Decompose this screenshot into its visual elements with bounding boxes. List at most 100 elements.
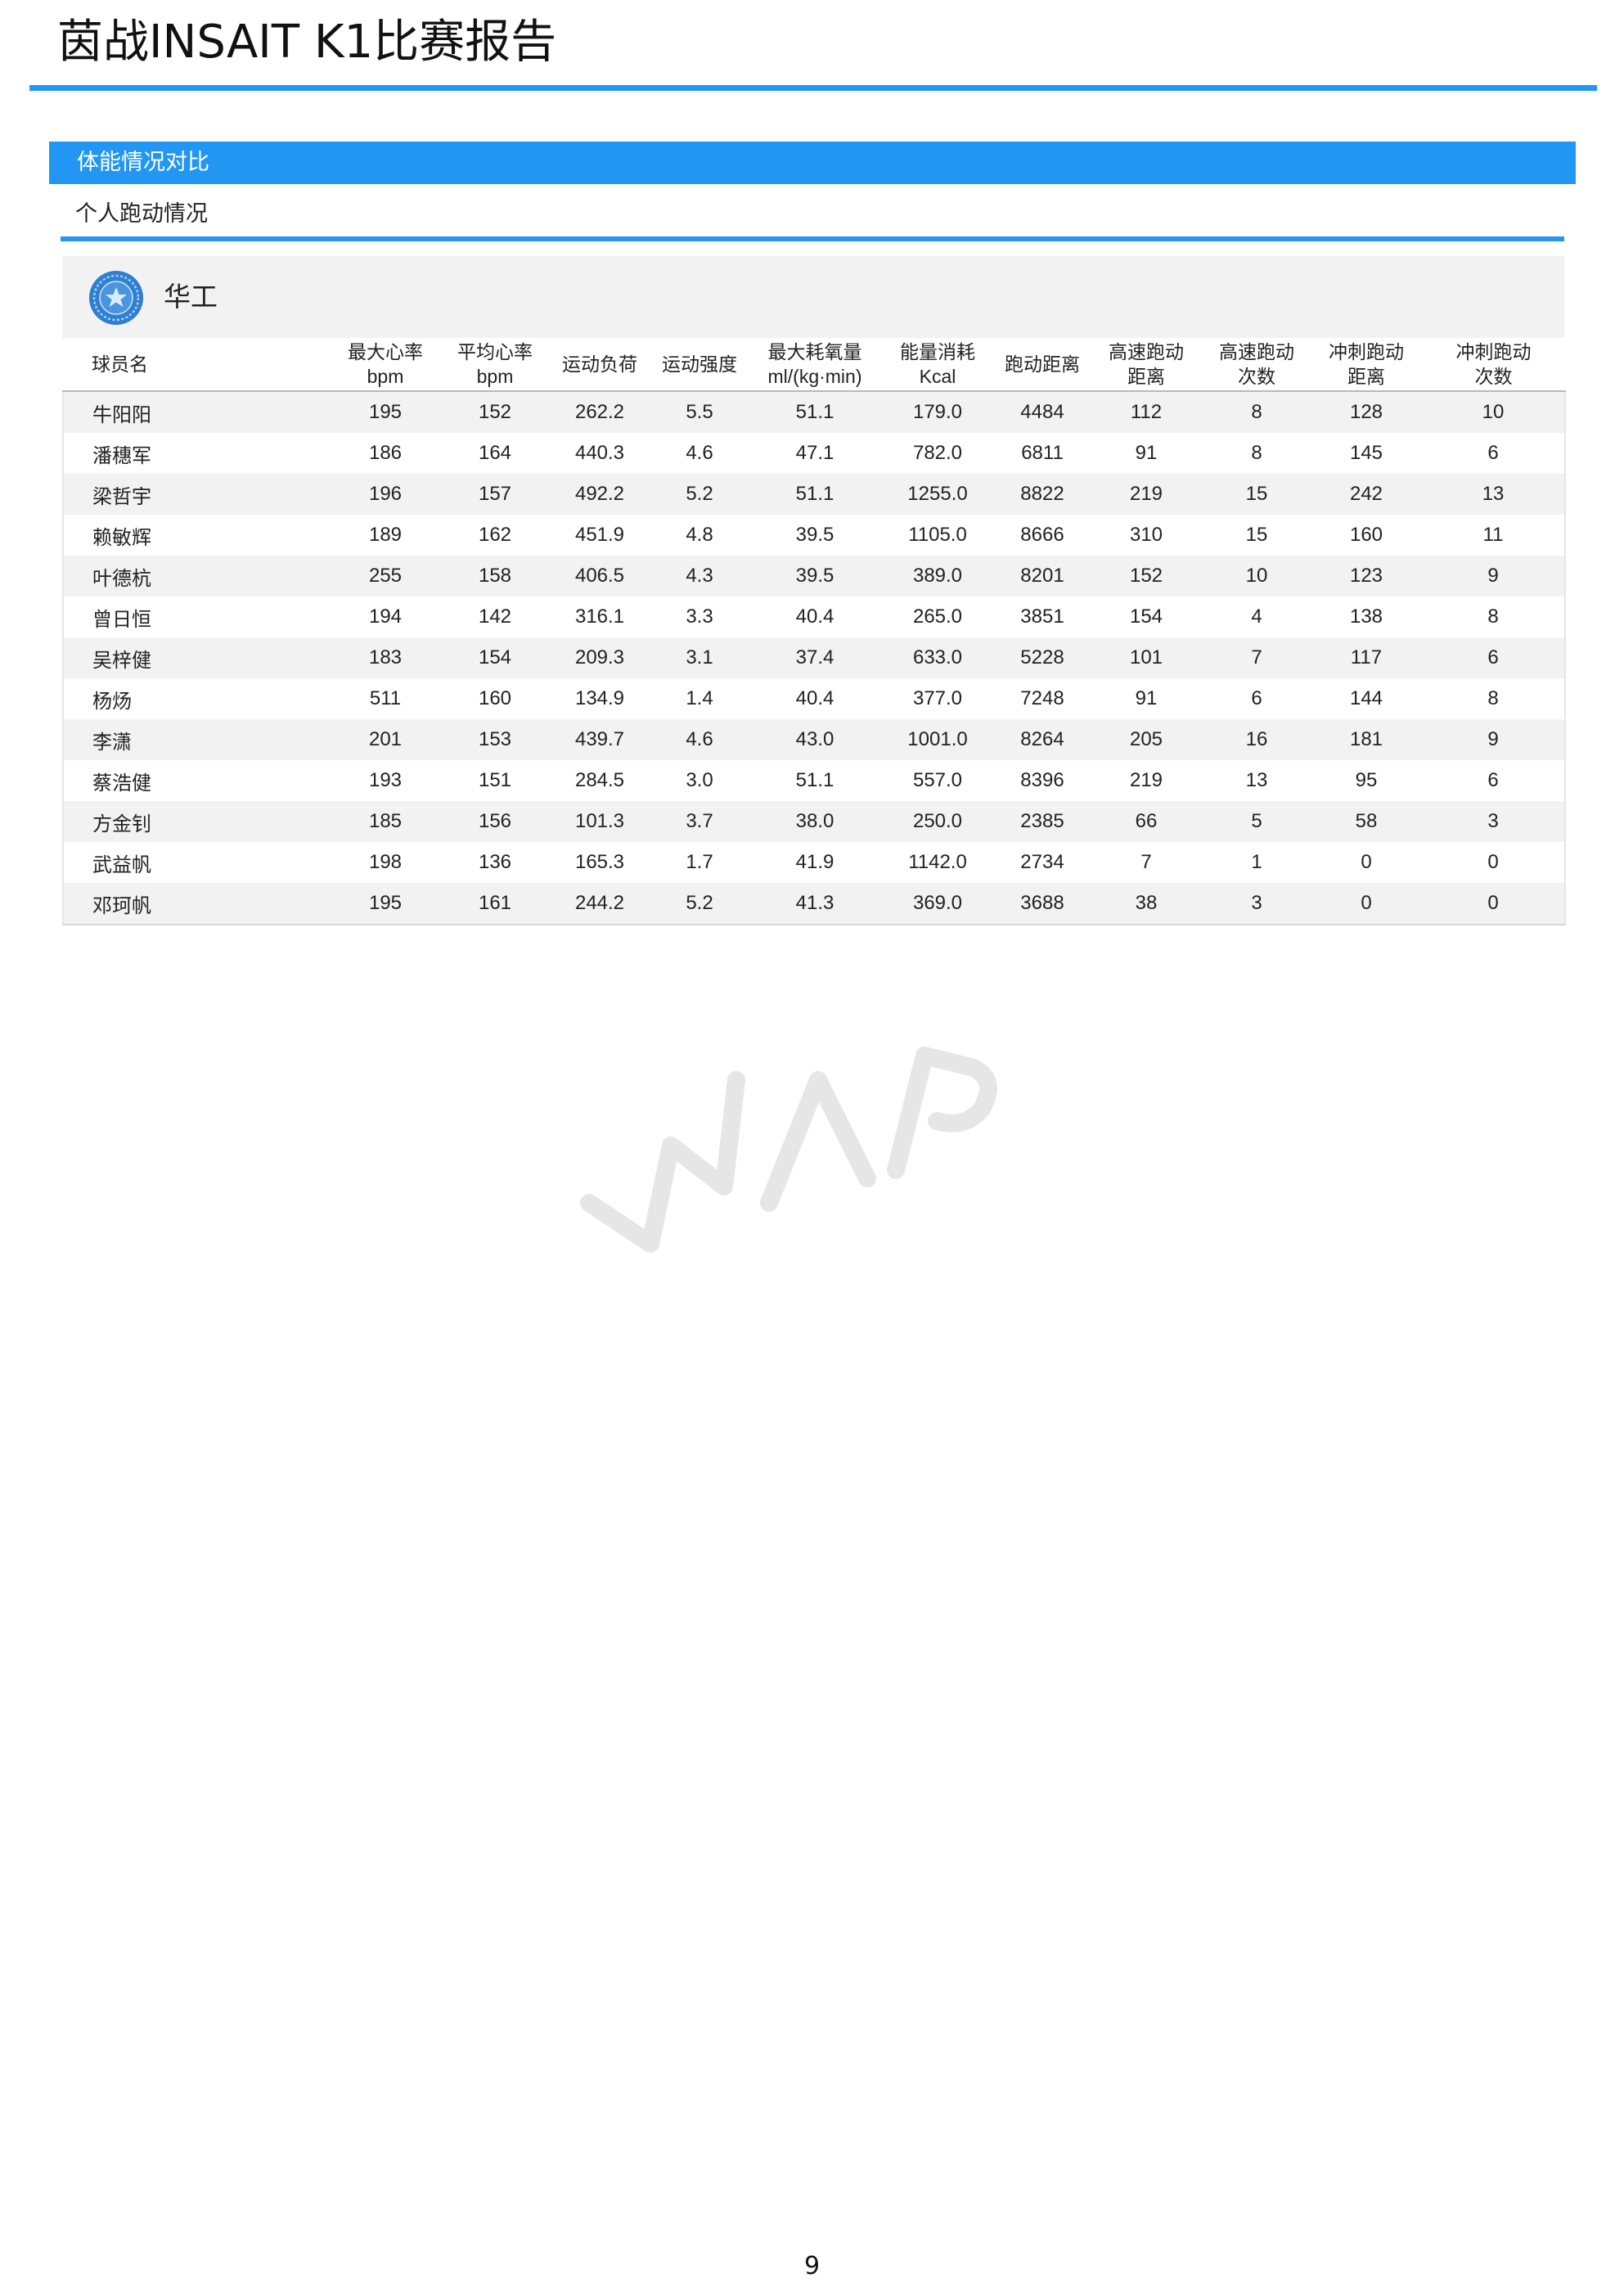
column-header-line: 能量消耗 xyxy=(900,341,975,362)
table-header-row: 球员名 最大心率 bpm 平均心率 bpm 运动负荷 运动强度 最大耗氧量 ml/(kg·min… xyxy=(63,338,1565,392)
section-title: 体能情况对比 xyxy=(77,150,209,175)
column-header-line: 距离 xyxy=(1127,366,1165,387)
column-header: 最大耗氧量 ml/(kg·min) xyxy=(749,338,880,392)
column-header-line: 次数 xyxy=(1474,366,1513,387)
stat-cell: 205 xyxy=(1090,719,1203,760)
subsection-title: 个人跑动情况 xyxy=(75,201,208,227)
stat-cell: 5.5 xyxy=(650,391,749,433)
stat-cell: 51.1 xyxy=(749,391,880,433)
stat-cell: 39.5 xyxy=(795,524,834,546)
column-header: 最大心率 bpm xyxy=(331,338,440,392)
table-row: 武益帆 198 136 165.3 1.7 41.9 1142.0 2734 7 1 0 0 xyxy=(62,842,1566,883)
stat-cell: 377.0 xyxy=(912,687,963,709)
column-header: 运动负荷 xyxy=(550,338,650,392)
stat-cell: 201 xyxy=(331,719,440,760)
stat-cell: 8 xyxy=(1422,678,1566,719)
stat-cell: 2734 xyxy=(1020,851,1064,873)
player-name-cell: 杨炀 xyxy=(62,678,331,719)
stat-cell: 3.0 xyxy=(686,769,713,791)
table-row: 曾日恒 194 142 316.1 3.3 40.4 265.0 3851 154 4 138 8 xyxy=(62,597,1566,637)
stat-cell: 3688 xyxy=(995,883,1090,925)
stat-cell: 128 xyxy=(1311,391,1422,433)
stat-cell: 195 xyxy=(331,391,440,433)
stat-cell: 38 xyxy=(1090,883,1203,925)
stat-cell: 91 xyxy=(1135,442,1158,464)
stat-cell: 4 xyxy=(1251,606,1262,628)
stat-cell: 154 xyxy=(440,637,550,678)
stat-cell: 1255.0 xyxy=(880,474,995,515)
column-header-line: 次数 xyxy=(1238,366,1275,387)
stat-cell: 1001.0 xyxy=(880,719,995,760)
stat-cell: 0 xyxy=(1422,883,1566,925)
table-row: 赖敏辉 189 162 451.9 4.8 39.5 1105.0 8666 310 15 160 1… xyxy=(62,515,1566,556)
player-stats-table: 球员名 最大心率 bpm 平均心率 bpm 运动负荷 运动强度 最大耗氧量 ml/(kg·min… xyxy=(62,338,1566,925)
stat-cell: 10 xyxy=(1422,391,1566,433)
column-header-line: 距离 xyxy=(1347,366,1385,387)
stat-cell: 2385 xyxy=(995,801,1090,842)
stat-cell: 112 xyxy=(1090,391,1203,433)
column-header: 冲刺跑动 次数 xyxy=(1422,338,1565,392)
stat-cell: 4.6 xyxy=(650,719,749,760)
table-row: 梁哲宇 196 157 492.2 5.2 51.1 1255.0 8822 219 15 242 1… xyxy=(62,474,1566,515)
team-header: 华工 xyxy=(62,256,1564,338)
table-row: 邓珂帆 195 161 244.2 5.2 41.3 369.0 3688 38 3 0 0 xyxy=(62,883,1566,925)
stat-cell: 142 xyxy=(478,606,512,628)
section-header-bar: 体能情况对比 xyxy=(49,142,1576,184)
column-header-line: 跑动距离 xyxy=(1005,353,1080,375)
table-row: 叶德杭 255 158 406.5 4.3 39.5 389.0 8201 152 10 123 9 xyxy=(62,556,1566,597)
stat-cell: 183 xyxy=(331,637,440,678)
stat-cell: 181 xyxy=(1311,719,1422,760)
stat-cell: 13 xyxy=(1245,769,1268,791)
stat-cell: 8 xyxy=(1422,597,1566,637)
stat-cell: 3.1 xyxy=(650,637,749,678)
stat-cell: 152 xyxy=(1090,556,1203,597)
stat-cell: 144 xyxy=(1349,687,1383,709)
stat-cell: 13 xyxy=(1422,474,1566,515)
stat-cell: 3.3 xyxy=(686,606,713,628)
player-name-cell: 方金钊 xyxy=(62,801,331,842)
stat-cell: 265.0 xyxy=(912,606,963,628)
stat-cell: 209.3 xyxy=(550,637,650,678)
report-title: 茵战INSAIT K1比赛报告 xyxy=(57,16,557,69)
column-header-line: bpm xyxy=(476,366,514,387)
stat-cell: 440.3 xyxy=(574,442,625,464)
stat-cell: 557.0 xyxy=(912,769,963,791)
player-name-cell: 梁哲宇 xyxy=(62,474,331,515)
stat-cell: 164 xyxy=(478,442,512,464)
stat-cell: 193 xyxy=(368,769,403,791)
wps-watermark-icon xyxy=(580,1047,997,1253)
stat-cell: 7 xyxy=(1140,851,1152,873)
stat-cell: 16 xyxy=(1203,719,1311,760)
stat-cell: 15 xyxy=(1245,524,1268,546)
stat-cell: 95 xyxy=(1355,769,1378,791)
stat-cell: 117 xyxy=(1311,637,1422,678)
stat-cell: 8 xyxy=(1203,391,1311,433)
player-name-cell: 李潇 xyxy=(62,719,331,760)
stat-cell: 41.3 xyxy=(749,883,880,925)
stat-cell: 58 xyxy=(1311,801,1422,842)
stat-cell: 8396 xyxy=(1020,769,1064,791)
stat-cell: 284.5 xyxy=(574,769,625,791)
stat-cell: 406.5 xyxy=(550,556,650,597)
stat-cell: 6 xyxy=(1422,433,1566,474)
stat-cell: 262.2 xyxy=(550,391,650,433)
stat-cell: 389.0 xyxy=(880,556,995,597)
table-row: 潘穗军 186 164 440.3 4.6 47.1 782.0 6811 91 8 145 6 xyxy=(62,433,1566,474)
stat-cell: 6811 xyxy=(1021,442,1064,464)
stat-cell: 219 xyxy=(1129,769,1163,791)
stat-cell: 195 xyxy=(331,883,440,925)
stat-cell: 134.9 xyxy=(574,687,625,709)
column-header-line: 冲刺跑动 xyxy=(1329,341,1404,362)
stat-cell: 160 xyxy=(478,687,512,709)
column-header: 高速跑动 次数 xyxy=(1203,338,1311,392)
stat-cell: 40.4 xyxy=(795,606,834,628)
column-header-line: 最大耗氧量 xyxy=(767,341,862,362)
stat-cell: 43.0 xyxy=(749,719,880,760)
stat-cell: 8666 xyxy=(1020,524,1064,546)
stat-cell: 7 xyxy=(1203,637,1311,678)
column-header-line: 高速跑动 xyxy=(1109,341,1184,362)
column-header: 能量消耗 Kcal xyxy=(880,338,995,392)
stat-cell: 255 xyxy=(331,556,440,597)
stat-cell: 11 xyxy=(1422,515,1566,556)
team-name: 华工 xyxy=(164,281,218,313)
